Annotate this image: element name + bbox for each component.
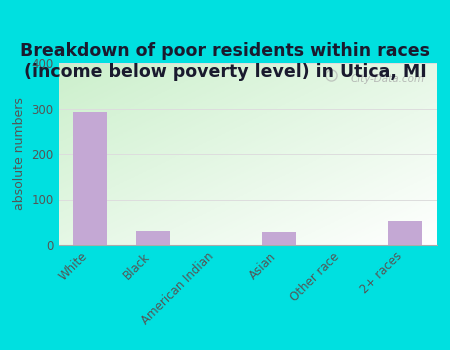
Bar: [136, 231, 171, 245]
Bar: [387, 221, 422, 245]
Bar: [262, 232, 297, 245]
Text: Breakdown of poor residents within races
(income below poverty level) in Utica, : Breakdown of poor residents within races…: [20, 42, 430, 81]
Y-axis label: absolute numbers: absolute numbers: [13, 98, 26, 210]
Bar: [73, 112, 108, 245]
Text: City-Data.com: City-Data.com: [351, 74, 425, 84]
